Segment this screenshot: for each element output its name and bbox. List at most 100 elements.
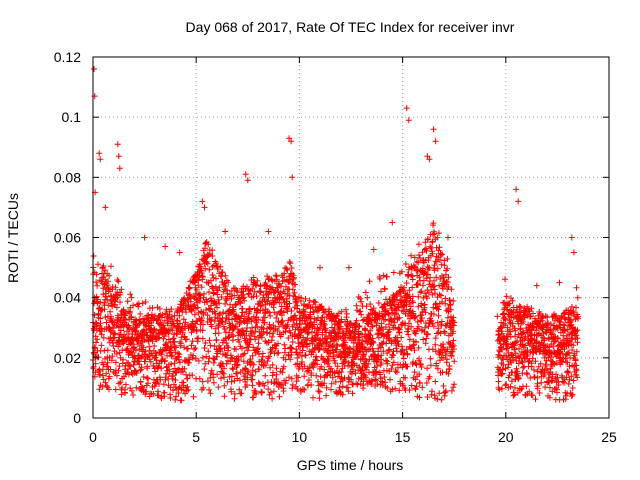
- data-point: [405, 331, 412, 338]
- data-point: [405, 117, 412, 124]
- data-point: [321, 366, 328, 373]
- data-point: [222, 272, 229, 279]
- data-point: [103, 319, 110, 326]
- data-point: [99, 274, 106, 281]
- data-point: [357, 308, 364, 315]
- data-point: [199, 327, 206, 334]
- data-point: [187, 292, 194, 299]
- data-point: [99, 372, 106, 379]
- data-point: [203, 353, 210, 360]
- data-point: [515, 198, 522, 205]
- data-point: [208, 323, 215, 330]
- data-point: [138, 354, 145, 361]
- data-point: [412, 386, 419, 393]
- data-point: [198, 315, 205, 322]
- data-point: [448, 387, 455, 394]
- data-point: [127, 363, 134, 370]
- data-point: [97, 156, 104, 163]
- data-point: [427, 362, 434, 369]
- data-point: [402, 374, 409, 381]
- data-point: [202, 265, 209, 272]
- data-point: [262, 372, 269, 379]
- data-point: [110, 325, 117, 332]
- data-point: [199, 198, 206, 205]
- data-point: [210, 374, 217, 381]
- data-point: [209, 253, 216, 259]
- data-point: [160, 335, 167, 342]
- data-point: [160, 381, 167, 388]
- data-point: [210, 274, 217, 281]
- data-point: [198, 284, 205, 291]
- data-point: [169, 327, 176, 334]
- data-point: [152, 368, 159, 375]
- data-point: [317, 264, 323, 271]
- data-point: [524, 371, 531, 378]
- data-point: [117, 291, 124, 298]
- data-point: [100, 361, 107, 368]
- data-point: [200, 321, 206, 328]
- data-point: [190, 393, 197, 400]
- data-point: [402, 261, 409, 267]
- data-point: [208, 367, 215, 374]
- data-point: [201, 290, 207, 297]
- data-point: [383, 273, 390, 280]
- data-point: [207, 390, 214, 397]
- data-point: [181, 365, 188, 372]
- data-point: [186, 356, 193, 363]
- data-point: [184, 383, 191, 390]
- data-point: [108, 263, 114, 270]
- data-point: [527, 375, 534, 381]
- data-point: [271, 388, 277, 395]
- data-point: [102, 267, 108, 274]
- data-point: [196, 375, 203, 382]
- data-point: [154, 388, 161, 395]
- data-point: [273, 365, 280, 372]
- data-point: [432, 335, 439, 342]
- data-point: [112, 284, 119, 291]
- data-point: [138, 366, 145, 373]
- data-point: [207, 374, 214, 381]
- data-point: [275, 349, 282, 356]
- data-point: [187, 298, 194, 305]
- data-point: [121, 373, 127, 380]
- data-point: [108, 313, 114, 320]
- data-point: [427, 355, 434, 362]
- data-point: [107, 366, 114, 373]
- data-points: [90, 66, 581, 404]
- data-point: [197, 263, 204, 270]
- data-point: [177, 340, 184, 347]
- data-point: [428, 245, 435, 251]
- data-point: [205, 252, 212, 259]
- data-point: [216, 312, 223, 318]
- data-point: [120, 306, 127, 313]
- data-point: [184, 345, 191, 352]
- data-point: [116, 363, 123, 370]
- data-point: [102, 204, 109, 211]
- x-tick-label: 25: [601, 429, 617, 445]
- data-point: [191, 346, 198, 353]
- data-point: [213, 260, 219, 267]
- data-point: [200, 384, 207, 391]
- data-point: [531, 374, 538, 381]
- data-point: [118, 286, 125, 293]
- data-point: [161, 357, 168, 364]
- data-point: [169, 375, 176, 382]
- data-point: [286, 259, 293, 265]
- data-point: [345, 264, 352, 271]
- data-point: [95, 261, 101, 268]
- data-point: [127, 348, 134, 355]
- data-point: [153, 357, 160, 364]
- data-point: [390, 269, 397, 276]
- data-point: [565, 380, 572, 387]
- data-point: [495, 378, 502, 385]
- data-point: [218, 375, 224, 382]
- data-point: [280, 388, 287, 394]
- data-point: [199, 274, 206, 280]
- data-point: [364, 294, 371, 301]
- data-point: [441, 262, 448, 269]
- data-point: [109, 353, 116, 360]
- data-point: [257, 381, 263, 388]
- data-point: [171, 338, 178, 345]
- data-point: [113, 372, 120, 379]
- data-point: [165, 336, 172, 343]
